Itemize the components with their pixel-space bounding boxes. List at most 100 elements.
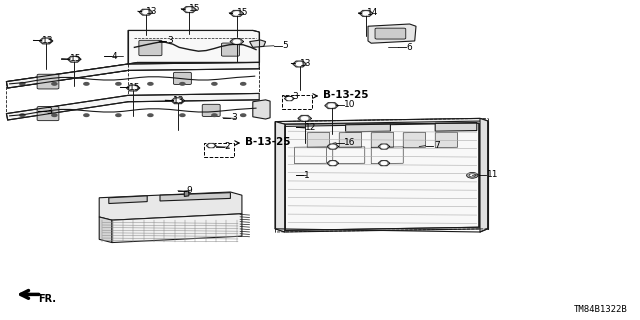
Polygon shape [378,161,390,166]
Text: 11: 11 [487,170,499,179]
Polygon shape [275,122,285,232]
Text: 7: 7 [434,141,440,150]
Circle shape [301,117,308,120]
Polygon shape [327,161,339,166]
Text: 12: 12 [305,123,316,132]
Circle shape [116,114,121,116]
Circle shape [186,8,193,11]
Circle shape [328,104,335,107]
Polygon shape [109,196,147,204]
Circle shape [180,83,185,85]
Polygon shape [184,191,189,196]
Circle shape [20,114,25,116]
Circle shape [467,172,478,178]
Polygon shape [327,144,339,149]
Circle shape [20,83,25,85]
Polygon shape [39,38,52,44]
Circle shape [363,12,369,15]
Polygon shape [480,118,488,232]
Polygon shape [360,11,372,16]
Circle shape [381,145,387,148]
Text: 2: 2 [225,142,230,151]
Polygon shape [206,144,216,148]
Circle shape [241,83,246,85]
Polygon shape [378,144,390,149]
Text: 9: 9 [186,186,192,195]
Polygon shape [172,98,185,104]
Polygon shape [285,97,294,100]
FancyBboxPatch shape [375,28,406,39]
Circle shape [116,83,121,85]
Circle shape [84,114,89,116]
Text: 15: 15 [189,4,201,13]
Circle shape [330,145,335,148]
Text: 14: 14 [367,8,378,17]
Polygon shape [250,40,266,47]
Polygon shape [230,11,244,16]
Circle shape [212,114,217,116]
Polygon shape [127,85,140,91]
Circle shape [469,174,476,177]
FancyBboxPatch shape [221,43,239,56]
Polygon shape [128,30,259,64]
Circle shape [241,114,246,116]
Circle shape [71,58,77,61]
Circle shape [287,98,292,100]
Text: 13: 13 [42,36,53,45]
Bar [282,95,312,109]
Polygon shape [325,103,339,108]
Circle shape [180,114,185,116]
FancyBboxPatch shape [37,107,59,121]
Text: 13: 13 [300,59,311,68]
Circle shape [209,145,214,147]
Circle shape [330,162,335,164]
Bar [204,143,234,157]
Text: 16: 16 [344,138,356,147]
Text: 15: 15 [237,8,249,17]
Polygon shape [68,56,81,62]
Polygon shape [371,132,394,148]
Polygon shape [140,9,153,15]
Polygon shape [6,62,259,88]
Polygon shape [99,217,112,243]
Circle shape [234,12,240,15]
Polygon shape [253,100,270,119]
Polygon shape [112,214,242,243]
Circle shape [84,83,89,85]
Polygon shape [6,64,128,88]
Polygon shape [230,39,244,44]
Text: 3: 3 [231,113,237,122]
Polygon shape [298,116,312,121]
Text: B-13-25: B-13-25 [323,90,369,100]
Circle shape [212,83,217,85]
Text: 6: 6 [406,43,412,52]
Polygon shape [307,132,330,148]
Polygon shape [275,118,488,124]
Text: 4: 4 [112,52,118,60]
Circle shape [43,39,49,43]
Polygon shape [6,93,259,120]
Circle shape [52,114,57,116]
Text: B-13-25: B-13-25 [245,137,291,148]
Polygon shape [160,193,230,201]
Polygon shape [183,7,196,12]
Text: 5: 5 [282,41,288,50]
Text: 3: 3 [47,107,52,116]
Circle shape [148,83,153,85]
Circle shape [52,83,57,85]
Text: TM84B1322B: TM84B1322B [573,305,627,314]
FancyBboxPatch shape [173,72,191,84]
Text: 13: 13 [173,96,185,105]
Circle shape [143,11,149,14]
Circle shape [130,86,136,90]
Polygon shape [339,132,362,148]
Polygon shape [275,118,488,232]
Polygon shape [346,124,390,132]
Circle shape [175,99,181,102]
Text: 3: 3 [292,92,298,100]
FancyBboxPatch shape [37,74,59,89]
Polygon shape [435,132,458,148]
FancyBboxPatch shape [139,40,162,56]
Circle shape [381,162,387,164]
Text: 15: 15 [70,54,81,63]
